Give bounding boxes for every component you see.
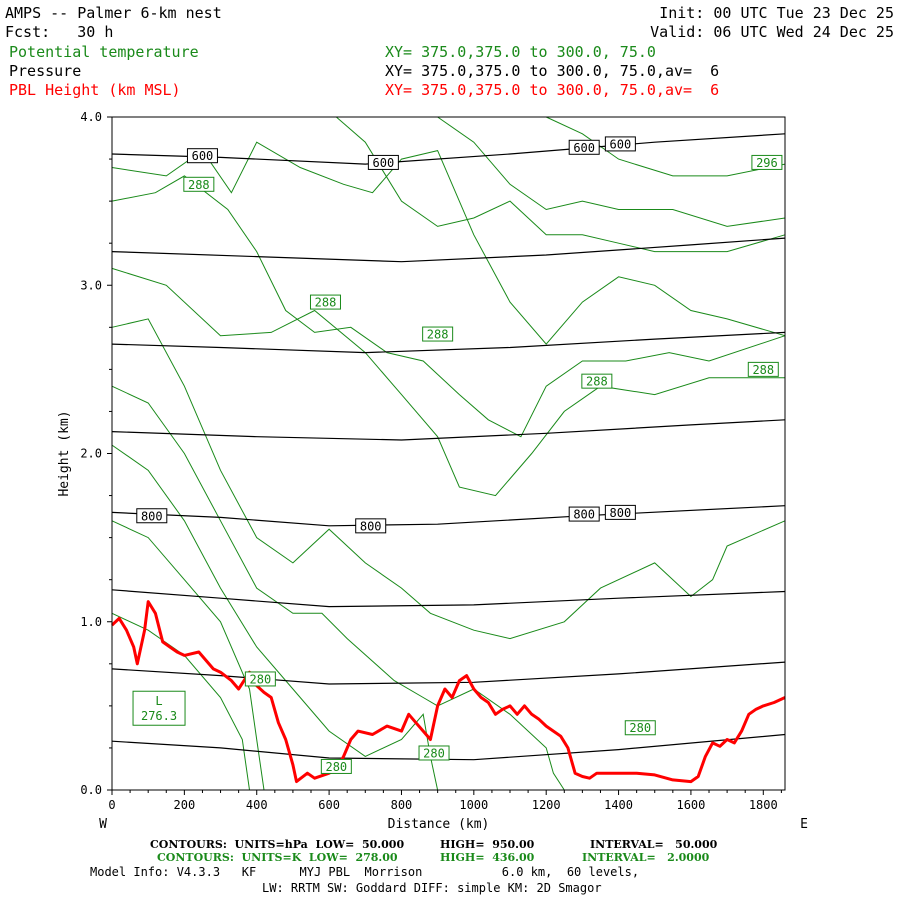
y-tick-label-0.0: 0.0 — [80, 783, 102, 797]
field-potential-temperature: Potential temperature — [9, 43, 199, 61]
field-pressure-xy: XY= 375.0,375.0 to 300.0, 75.0,av= 6 — [385, 62, 720, 80]
pressure-label-6-box — [568, 506, 600, 522]
pressure-label-7-box — [604, 504, 636, 520]
theta-label-8: 280 — [423, 746, 445, 760]
theta-contour-282-2 — [111, 444, 439, 791]
pressure-contour-750 — [111, 419, 786, 441]
model-info: Model Info: V4.3.3 KF MYJ PBL Morrison 6… — [90, 865, 640, 879]
pressure-contours-info: CONTOURS: UNITS=hPa LOW= 50.000 — [150, 838, 405, 851]
pressure-label-1: 600 — [373, 156, 395, 170]
x-tick-label-0: 0 — [108, 798, 115, 812]
theta-contour-290-7 — [111, 141, 786, 345]
pressure-contour-900 — [111, 661, 786, 685]
theta-contour-288-5 — [111, 267, 785, 497]
pbl-height-line — [110, 600, 786, 784]
pressure-label-0-box — [186, 148, 218, 164]
theta-contour-284-3 — [111, 385, 565, 791]
pressure-contours-interval: INTERVAL= 50.000 — [590, 838, 718, 851]
y-tick-label-2.0: 2.0 — [80, 447, 102, 461]
theta-label-2-box — [422, 326, 454, 342]
east-label: E — [800, 817, 808, 832]
pressure-label-4-box — [136, 508, 168, 524]
pressure-label-1-box — [367, 154, 399, 170]
theta-label-6: 280 — [250, 672, 272, 686]
theta-label-1-box — [309, 294, 341, 310]
theta-label-6-box — [244, 671, 276, 687]
chart-title: AMPS -- Palmer 6-km nest — [5, 4, 222, 22]
pressure-contour-850 — [111, 589, 786, 608]
low-marker-value: 276.3 — [141, 709, 177, 723]
y-tick-label-4.0: 4.0 — [80, 110, 102, 124]
physics-info: LW: RRTM SW: Goddard DIFF: simple KM: 2D… — [262, 881, 602, 895]
theta-contours-info: CONTOURS: UNITS=K LOW= 278.00 — [157, 851, 398, 864]
pressure-label-3-box — [604, 136, 636, 152]
theta-contour-288-6 — [111, 175, 786, 438]
theta-contour-278-0 — [111, 612, 250, 791]
theta-label-0-box — [183, 176, 215, 192]
pressure-label-5-box — [355, 518, 387, 534]
theta-label-4: 288 — [752, 363, 774, 377]
theta-label-9-box — [624, 720, 656, 736]
theta-label-7-box — [320, 758, 352, 774]
theta-label-9: 280 — [629, 721, 651, 735]
theta-contours-high: HIGH= 436.00 — [440, 851, 535, 864]
pressure-label-7: 800 — [610, 506, 632, 520]
pressure-label-2-box — [568, 139, 600, 155]
pressure-label-6: 800 — [573, 508, 595, 522]
pressure-label-4: 800 — [141, 509, 163, 523]
field-pbl-height: PBL Height (km MSL) — [9, 81, 181, 99]
field-pbl-height-xy: XY= 375.0,375.0 to 300.0, 75.0,av= 6 — [385, 81, 720, 99]
theta-contour-280-1 — [111, 520, 265, 791]
y-tick-label-1.0: 1.0 — [80, 615, 102, 629]
y-tick-label-3.0: 3.0 — [80, 278, 102, 292]
theta-contour-296-10 — [545, 116, 786, 177]
theta-label-3-box — [581, 373, 613, 389]
pressure-contour-950 — [111, 733, 786, 761]
x-tick-label-200: 200 — [174, 798, 196, 812]
pressure-label-2: 600 — [573, 141, 595, 155]
x-tick-label-1000: 1000 — [459, 798, 488, 812]
x-tick-label-800: 800 — [391, 798, 413, 812]
theta-contour-292-8 — [335, 116, 786, 253]
pressure-label-5: 800 — [360, 519, 382, 533]
theta-contour-286-4 — [111, 318, 786, 640]
theta-label-0: 288 — [188, 178, 210, 192]
theta-contours-interval: INTERVAL= 2.0000 — [582, 851, 710, 864]
x-tick-label-1200: 1200 — [532, 798, 561, 812]
x-tick-label-400: 400 — [246, 798, 268, 812]
pressure-contour-700 — [111, 331, 786, 354]
theta-label-5-box — [751, 154, 783, 170]
field-pressure: Pressure — [9, 62, 82, 80]
pressure-contour-650 — [111, 237, 786, 263]
init-time: Init: 00 UTC Tue 23 Dec 25 — [659, 4, 894, 22]
valid-time: Valid: 06 UTC Wed 24 Dec 25 — [650, 23, 894, 41]
forecast-hour: Fcst: 30 h — [5, 23, 114, 41]
theta-label-7: 280 — [325, 760, 347, 774]
pressure-label-0: 600 — [192, 149, 214, 163]
field-potential-temperature-xy: XY= 375.0,375.0 to 300.0, 75.0 — [385, 43, 656, 61]
x-axis-label: Distance (km) — [388, 817, 490, 832]
low-marker-box — [132, 690, 186, 726]
x-tick-label-1800: 1800 — [749, 798, 778, 812]
x-tick-label-1600: 1600 — [676, 798, 705, 812]
pressure-label-3: 600 — [610, 137, 632, 151]
theta-label-8-box — [418, 745, 450, 761]
x-tick-label-1400: 1400 — [604, 798, 633, 812]
west-label: W — [99, 817, 107, 832]
theta-label-3: 288 — [586, 375, 608, 389]
theta-label-4-box — [747, 361, 779, 377]
pressure-contour-800 — [111, 505, 786, 527]
y-axis-label: Height (km) — [57, 410, 72, 496]
low-marker-letter: L — [155, 694, 162, 708]
theta-label-5: 296 — [756, 156, 778, 170]
theta-label-2: 288 — [427, 328, 449, 342]
pressure-contours-high: HIGH= 950.00 — [440, 838, 535, 851]
x-tick-label-600: 600 — [318, 798, 340, 812]
theta-label-1: 288 — [315, 296, 337, 310]
theta-contour-294-9 — [437, 116, 786, 227]
